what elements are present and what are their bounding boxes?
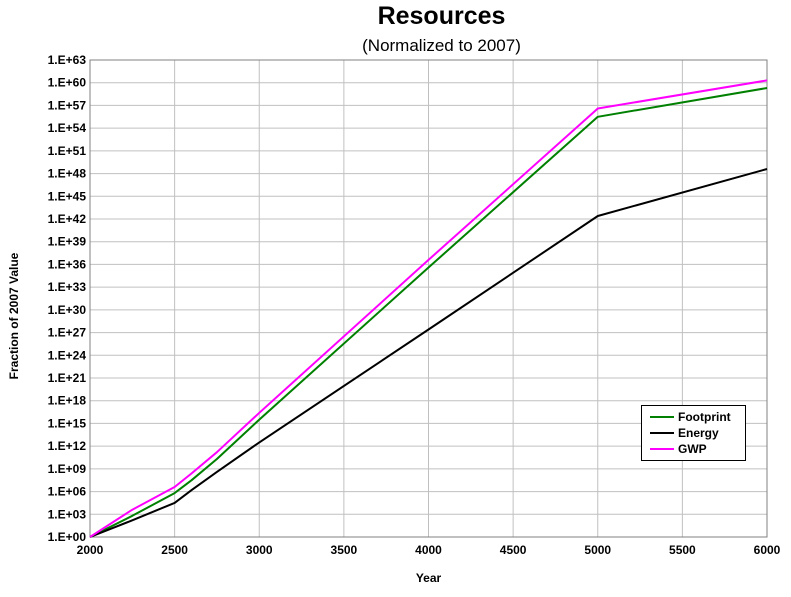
y-tick-label: 1.E+15 [48,416,87,430]
x-axis-label: Year [415,571,442,585]
legend-swatch-footprint [650,416,674,418]
y-tick-label: 1.E+33 [48,280,87,294]
x-tick-label: 2500 [161,543,188,557]
y-tick-label: 1.E+03 [48,507,87,521]
x-tick-label: 3500 [331,543,358,557]
y-tick-label: 1.E+30 [48,303,87,317]
legend-swatch-gwp [650,448,674,450]
legend: Footprint Energy GWP [641,405,746,461]
x-tick-labels: 2000 2500 3000 3500 4000 4500 5000 5500 6000 [77,543,781,557]
legend-item-energy: Energy [650,425,745,441]
x-tick-label: 3000 [246,543,273,557]
y-tick-label: 1.E+63 [48,53,87,67]
y-tick-label: 1.E+27 [48,326,87,340]
y-tick-label: 1.E+00 [48,530,87,544]
plot-area-border [89,59,768,538]
y-tick-label: 1.E+06 [48,485,87,499]
y-tick-label: 1.E+57 [48,98,87,112]
y-tick-label: 1.E+48 [48,167,87,181]
legend-item-footprint: Footprint [650,409,745,425]
series-line-gwp [89,79,768,538]
x-tick-label: 5000 [584,543,611,557]
grid-lines [90,60,767,537]
series-line-energy [89,168,768,538]
y-tick-label: 1.E+54 [48,121,87,135]
x-tick-label: 4500 [500,543,527,557]
y-tick-label: 1.E+09 [48,462,87,476]
x-tick-label: 5500 [669,543,696,557]
series-line-footprint [89,87,768,538]
legend-label-energy: Energy [678,426,719,440]
legend-label-gwp: GWP [678,442,707,456]
y-tick-label: 1.E+60 [48,76,87,90]
y-tick-label: 1.E+51 [48,144,87,158]
series-lines [89,79,768,538]
x-tick-label: 4000 [415,543,442,557]
legend-label-footprint: Footprint [678,410,731,424]
y-axis-label: Fraction of 2007 Value [7,252,21,380]
legend-swatch-energy [650,432,674,434]
y-tick-label: 1.E+36 [48,257,87,271]
y-tick-label: 1.E+45 [48,189,87,203]
y-tick-label: 1.E+42 [48,212,87,226]
y-tick-label: 1.E+39 [48,235,87,249]
y-tick-label: 1.E+18 [48,394,87,408]
y-tick-label: 1.E+21 [48,371,87,385]
y-tick-label: 1.E+12 [48,439,87,453]
legend-item-gwp: GWP [650,441,745,457]
x-tick-label: 6000 [754,543,781,557]
chart-title: Resources [377,2,506,30]
chart-subtitle: (Normalized to 2007) [362,36,521,55]
y-tick-labels: 1.E+00 1.E+03 1.E+06 1.E+09 1.E+12 1.E+15 1.E+… [48,53,87,544]
x-tick-label: 2000 [77,543,104,557]
y-tick-label: 1.E+24 [48,348,87,362]
